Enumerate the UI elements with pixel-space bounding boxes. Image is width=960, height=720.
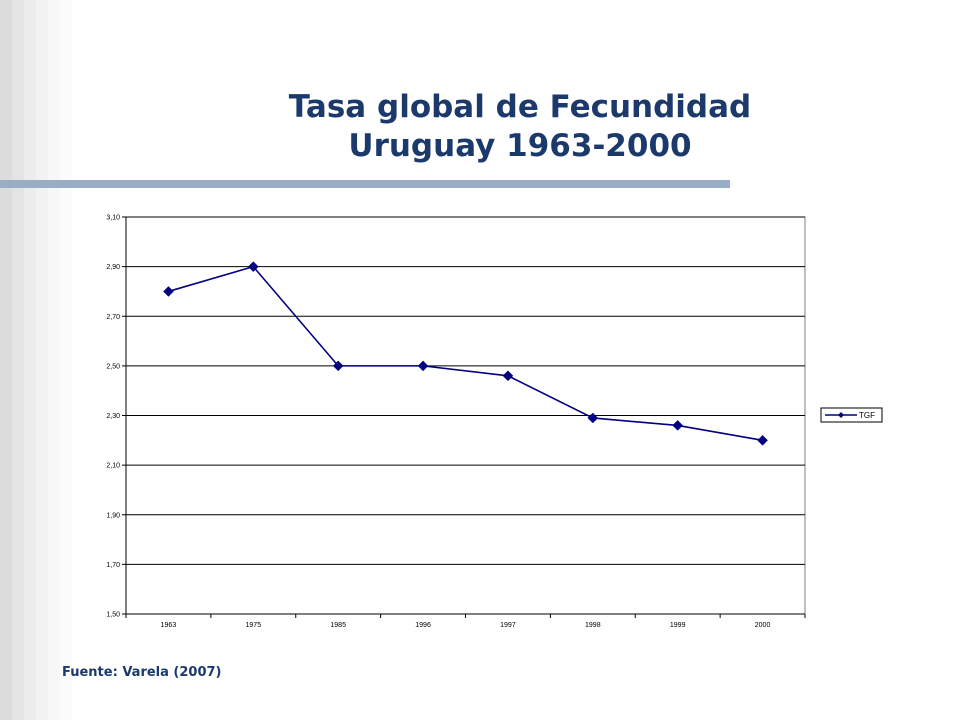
y-tick-label: 1,70: [106, 562, 120, 569]
x-tick-label: 1975: [246, 622, 262, 629]
title-line-1: Tasa global de Fecundidad: [288, 89, 752, 125]
x-tick-label: 1996: [415, 622, 431, 629]
y-tick-label: 1,50: [106, 612, 120, 619]
data-point-marker: [672, 420, 684, 431]
y-tick-label: 1,90: [106, 512, 120, 519]
title-rule: [0, 180, 730, 188]
y-tick-label: 3,10: [106, 215, 120, 222]
x-tick-label: 1963: [161, 622, 177, 629]
y-tick-label: 2,30: [106, 413, 120, 420]
y-tick-label: 2,50: [106, 363, 120, 370]
legend-label: TGF: [859, 411, 875, 420]
data-point-marker: [502, 370, 514, 382]
source-note: Fuente: Varela (2007): [62, 665, 222, 680]
series-line: [168, 265, 763, 442]
x-tick-label: 1997: [500, 622, 516, 629]
title-line-2: Uruguay 1963-2000: [348, 128, 692, 164]
data-point-marker: [587, 412, 599, 424]
data-point-marker: [247, 261, 259, 272]
slide-title: Tasa global de Fecundidad Uruguay 1963-2…: [230, 88, 810, 166]
x-tick-label: 1998: [585, 622, 601, 629]
x-tick-label: 1999: [670, 622, 686, 629]
y-tick-label: 2,90: [106, 264, 120, 271]
data-point-marker: [417, 360, 429, 372]
x-tick-label: 1985: [330, 622, 346, 629]
legend-marker: [838, 412, 844, 418]
x-tick-label: 2000: [755, 622, 771, 629]
data-point-marker: [163, 286, 174, 297]
y-tick-label: 2,10: [106, 463, 120, 470]
data-point-marker: [757, 434, 768, 446]
y-tick-label: 2,70: [106, 314, 120, 321]
data-point-marker: [332, 360, 344, 372]
